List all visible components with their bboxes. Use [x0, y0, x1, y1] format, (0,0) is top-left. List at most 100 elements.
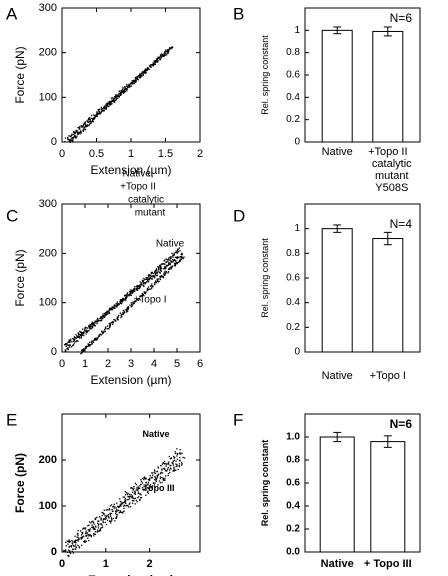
data-point [113, 318, 115, 321]
data-point [80, 130, 82, 132]
data-point [161, 472, 164, 474]
data-point [177, 262, 179, 264]
x-tick-label: 5 [174, 358, 180, 370]
data-point [81, 536, 83, 539]
series-2 [64, 252, 183, 347]
data-point [100, 518, 102, 520]
data-point [121, 298, 124, 300]
data-point [110, 103, 112, 106]
data-point [104, 515, 106, 517]
data-point [94, 321, 96, 323]
data-point [174, 265, 176, 267]
data-point [105, 509, 107, 511]
data-point [77, 336, 80, 339]
data-point [121, 303, 123, 305]
data-point [128, 498, 130, 501]
data-point [70, 346, 73, 348]
data-point [75, 337, 78, 339]
data-point [140, 483, 142, 485]
data-point [100, 112, 102, 114]
data-point [82, 350, 85, 352]
data-point [178, 463, 181, 465]
data-point [74, 135, 77, 138]
data-point [81, 328, 84, 330]
data-point [94, 339, 96, 341]
data-point [135, 300, 137, 302]
data-point [179, 259, 181, 261]
data-point [111, 307, 113, 310]
data-point [166, 468, 169, 470]
data-point [103, 110, 105, 112]
data-point [129, 495, 131, 497]
data-point [155, 480, 157, 482]
data-point [73, 342, 75, 344]
data-point [120, 315, 122, 317]
data-point [92, 322, 94, 325]
data-point [115, 98, 117, 100]
data-point [152, 276, 154, 278]
data-point [97, 337, 99, 339]
data-point [92, 119, 94, 121]
data-point [142, 488, 144, 491]
data-point [81, 349, 83, 352]
data-point [126, 292, 129, 294]
data-point [135, 80, 137, 82]
data-point [140, 75, 142, 77]
data-point [114, 520, 116, 522]
data-point [64, 549, 66, 552]
data-point [177, 251, 179, 253]
data-point [137, 497, 139, 499]
data-point [121, 502, 123, 504]
data-point [109, 323, 111, 325]
data-point [66, 344, 68, 346]
data-point [167, 260, 169, 262]
data-point [167, 268, 170, 270]
sample-size-note: N=6 [390, 11, 413, 25]
data-point [67, 549, 70, 551]
y-tick-label: 0.4 [286, 501, 300, 512]
x-axis-label: Extension (µm) [91, 163, 172, 177]
data-point [142, 73, 144, 75]
data-point [100, 517, 102, 519]
data-point [132, 289, 134, 291]
data-point [99, 523, 101, 525]
data-point [124, 90, 126, 92]
data-point [104, 108, 106, 110]
data-point [102, 520, 104, 522]
data-point [151, 284, 153, 287]
data-point [93, 338, 96, 341]
data-point [97, 113, 99, 115]
data-point [141, 487, 144, 489]
data-point [174, 469, 176, 471]
data-point [101, 319, 103, 321]
data-point [112, 97, 114, 99]
data-point [96, 529, 99, 531]
plot-frame [61, 413, 201, 553]
category-label: Native [322, 146, 353, 158]
data-point [109, 505, 112, 507]
data-point [68, 339, 70, 341]
data-point [99, 529, 101, 531]
data-point [101, 526, 104, 528]
data-point [146, 491, 149, 494]
data-point [179, 449, 181, 451]
data-point [140, 497, 142, 499]
data-point [68, 341, 70, 343]
data-point [170, 48, 172, 50]
data-point [83, 335, 85, 337]
data-point [153, 469, 156, 471]
data-point [126, 310, 128, 313]
data-point [153, 276, 155, 278]
data-point [155, 274, 157, 277]
data-point [69, 344, 71, 346]
data-point [159, 477, 161, 480]
data-point [167, 49, 169, 51]
y-tick-label: 300 [39, 2, 57, 14]
data-point [101, 330, 103, 333]
data-point [80, 353, 82, 355]
data-point [73, 336, 76, 338]
data-point [175, 465, 177, 468]
data-point [123, 312, 125, 314]
data-point [78, 537, 80, 539]
data-point [158, 480, 161, 482]
